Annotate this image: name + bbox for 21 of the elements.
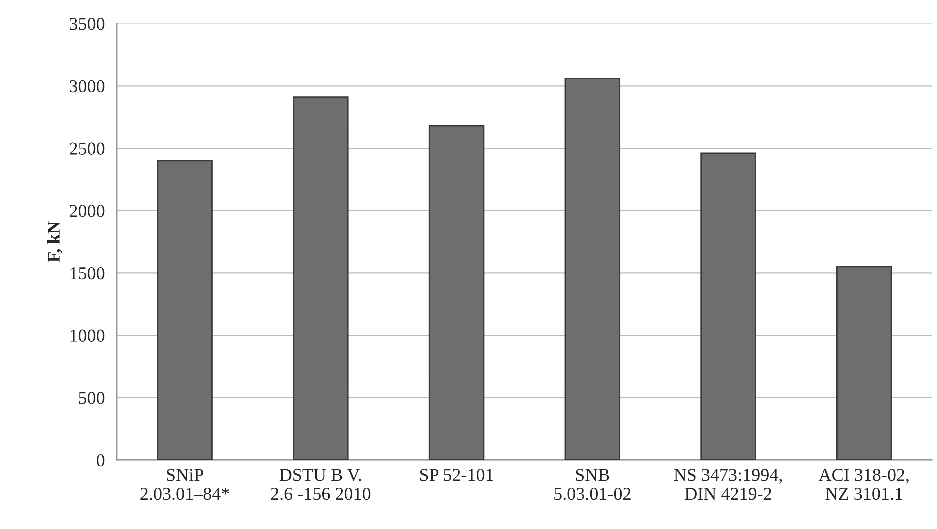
x-tick-label: SNB 5.03.01-02 — [554, 469, 631, 500]
y-tick-label: 500 — [79, 392, 105, 404]
x-tick-label: NS 3473:1994, DIN 4219-2 — [674, 469, 782, 500]
y-tick-label: 3000 — [70, 80, 105, 93]
bar — [564, 78, 621, 460]
y-tick-label: 2000 — [70, 205, 105, 218]
x-tick-label: ACI 318-02, NZ 3101.1 — [818, 469, 909, 500]
y-tick-label: 2500 — [70, 142, 105, 155]
bar — [700, 152, 756, 460]
x-tick-label: SP 52-101 — [420, 469, 494, 482]
y-tick-label: 1500 — [70, 267, 105, 280]
bar — [836, 266, 892, 460]
y-tick-label: 1000 — [70, 330, 105, 342]
y-tick-label: 3500 — [70, 18, 105, 30]
y-axis-title: F, kN — [47, 222, 63, 262]
bar — [428, 125, 485, 460]
bar — [157, 160, 213, 460]
bar — [293, 96, 349, 460]
x-tick-label: DSTU B V. 2.6 -156 2010 — [271, 469, 371, 500]
y-tick-label: 0 — [96, 454, 105, 467]
x-tick-label: SNiP 2.03.01–84* — [140, 469, 230, 500]
